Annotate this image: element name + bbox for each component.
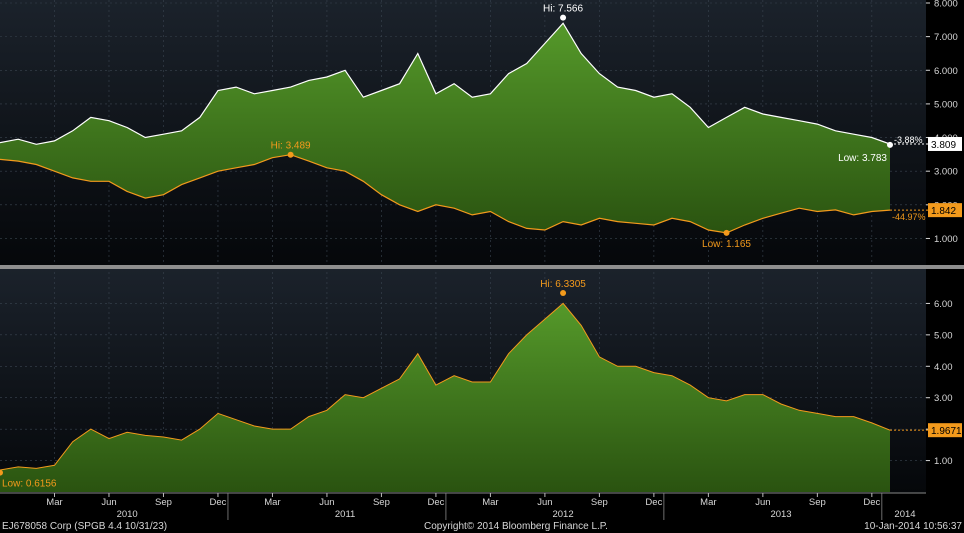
bottom-ytick-label: 4.00 — [934, 362, 953, 373]
top-ytick-label: 7.000 — [934, 32, 958, 43]
x-year-label: 2011 — [335, 509, 355, 520]
upper-hi-label: Hi: 7.566 — [543, 4, 583, 15]
x-year-label: 2010 — [117, 509, 138, 520]
lower-low-label: Low: 1.165 — [702, 239, 751, 250]
x-month-label: Dec — [863, 497, 880, 508]
top-lines — [0, 22, 891, 234]
upper-series-line — [0, 22, 891, 145]
upper-last-box — [928, 136, 962, 151]
spread-hi-label: Hi: 6.3305 — [540, 279, 586, 290]
x-axis: Mar Jun Sep Dec Mar Jun Sep Dec Mar Jun Sep Dec Mar J… — [0, 492, 926, 520]
bottom-lines — [0, 302, 891, 471]
x-month-label: Sep — [155, 497, 172, 508]
bottom-ytick-label: 5.00 — [934, 330, 953, 341]
bottom-ytick-label: 6.00 — [934, 299, 953, 310]
annotations: Hi: 7.566 Low: 3.783 Hi: 3.489 Low: 1.165 Hi… — [0, 4, 926, 490]
lower-last-value: 1.842 — [931, 206, 956, 217]
spread-last-box — [928, 423, 962, 438]
lower-last-box — [928, 203, 962, 218]
top-ytick-label: 3.000 — [934, 167, 958, 178]
x-month-label: Sep — [373, 497, 390, 508]
x-month-label: Jun — [101, 497, 116, 508]
footer-right: 10-Jan-2014 10:56:37 — [864, 521, 962, 532]
panel-separator — [0, 265, 964, 269]
x-year-label: 2013 — [770, 509, 791, 520]
x-month-label: Sep — [809, 497, 826, 508]
bottom-area-fill — [0, 303, 890, 492]
x-month-label: Mar — [482, 497, 498, 508]
spread-last-value: 1.9671 — [931, 426, 962, 437]
footer-center: Copyright© 2014 Bloomberg Finance L.P. — [424, 521, 608, 532]
x-month-label: Dec — [210, 497, 227, 508]
lower-hi-marker — [287, 151, 294, 158]
x-month-label: Mar — [46, 497, 62, 508]
x-month-label: Dec — [645, 497, 662, 508]
upper-low-marker — [887, 141, 893, 148]
bottom-spread-area — [0, 303, 890, 492]
top-ytick-label: 5.000 — [934, 99, 958, 110]
bottom-ytick-label: 3.00 — [934, 393, 953, 404]
y-axis-bottom: 1.002.003.004.005.006.001.9671 — [890, 299, 962, 467]
x-month-label: Sep — [591, 497, 608, 508]
x-month-label: Jun — [319, 497, 334, 508]
x-month-label: Mar — [700, 497, 716, 508]
spread-low-label: Low: 0.6156 — [2, 479, 57, 490]
spread-series-line — [0, 302, 891, 471]
x-month-label: Jun — [755, 497, 770, 508]
top-ytick-label: 6.000 — [934, 66, 958, 77]
spread-low-marker — [0, 469, 3, 476]
x-year-label: 2012 — [552, 509, 573, 520]
lower-series-line — [0, 154, 891, 234]
top-ytick-label: 8.000 — [934, 0, 958, 10]
upper-low-label: Low: 3.783 — [838, 153, 887, 164]
footer-left: EJ678058 Corp (SPGB 4.4 10/31/23) — [2, 521, 167, 532]
y-axis-top: 1.0002.0003.0004.0005.0006.0007.0008.000… — [890, 0, 962, 245]
top-ytick-label: 1.000 — [934, 234, 958, 245]
lower-low-marker — [723, 229, 730, 236]
top-area-fill — [0, 23, 890, 233]
lower-hi-label: Hi: 3.489 — [271, 141, 311, 152]
spread-hi-marker — [560, 290, 567, 297]
upper-change-label: -3.88% — [894, 135, 923, 145]
upper-last-value: 3.809 — [931, 140, 956, 151]
top-spread-area — [0, 23, 890, 233]
upper-hi-marker — [560, 14, 567, 21]
x-year-label: 2014 — [894, 509, 915, 520]
x-month-label: Jun — [537, 497, 552, 508]
lower-change-label: -44.97% — [892, 212, 926, 222]
x-month-label: Dec — [427, 497, 444, 508]
x-month-label: Mar — [264, 497, 280, 508]
bottom-ytick-label: 1.00 — [934, 456, 953, 467]
